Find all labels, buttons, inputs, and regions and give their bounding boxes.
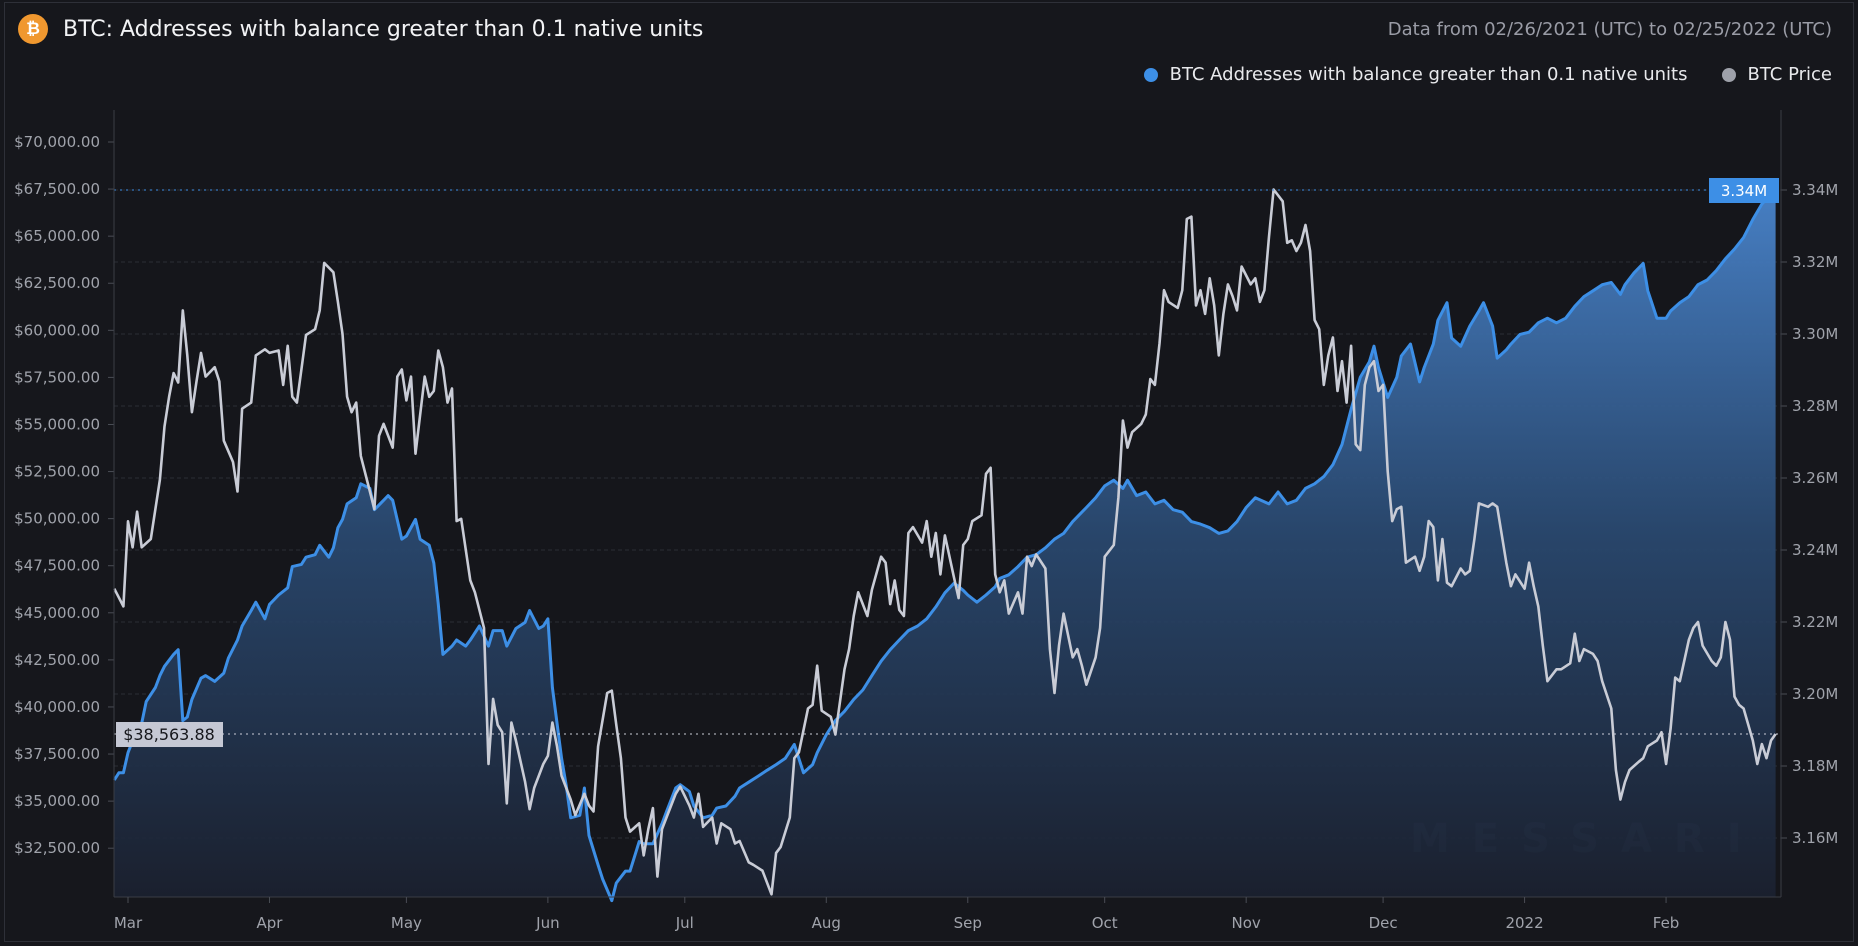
chart-header: ₿ BTC: Addresses with balance greater th… [18, 14, 703, 44]
addresses-line [113, 188, 1777, 903]
y-right-tick-label: 3.20M [1792, 685, 1838, 703]
x-tick-label: Oct [1092, 914, 1118, 932]
y-left-tick-label: $57,500.00 [14, 368, 100, 386]
x-tick-label: Sep [954, 914, 982, 932]
legend: BTC Addresses with balance greater than … [1110, 64, 1832, 85]
x-tick-label: Jun [535, 914, 559, 932]
price-last-value-box [116, 722, 223, 748]
y-right-tick-label: 3.26M [1792, 469, 1838, 487]
y-right-tick-label: 3.18M [1792, 757, 1838, 775]
chart-frame [4, 2, 1854, 942]
y-left-tick-label: $67,500.00 [14, 180, 100, 198]
legend-dot-icon [1721, 67, 1736, 82]
y-right-tick-label: 3.16M [1792, 829, 1838, 847]
addresses-area [114, 190, 1776, 901]
y-left-tick-label: $42,500.00 [14, 651, 100, 669]
y-left-tick-label: $70,000.00 [14, 133, 100, 151]
date-range: Data from 02/26/2021 (UTC) to 02/25/2022… [1387, 19, 1832, 40]
x-tick-label: May [391, 914, 422, 932]
y-left-tick-label: $55,000.00 [14, 415, 100, 433]
y-left-tick-label: $50,000.00 [14, 510, 100, 528]
legend-item-price[interactable]: BTC Price [1721, 64, 1833, 85]
x-tick-label: Nov [1232, 914, 1261, 932]
legend-label: BTC Price [1747, 64, 1833, 85]
legend-label: BTC Addresses with balance greater than … [1169, 64, 1688, 85]
y-left-tick-label: $60,000.00 [14, 321, 100, 339]
legend-dot-icon [1143, 67, 1158, 82]
x-tick-label: 2022 [1505, 914, 1543, 932]
y-left-tick-label: $40,000.00 [14, 698, 100, 716]
addresses-last-value-box [1709, 178, 1779, 203]
y-right-tick-label: 3.34M [1792, 181, 1838, 199]
chart-title: BTC: Addresses with balance greater than… [63, 16, 704, 42]
y-right-tick-label: 3.30M [1792, 325, 1838, 343]
legend-item-addresses[interactable]: BTC Addresses with balance greater than … [1143, 64, 1688, 85]
y-left-tick-label: $52,500.00 [14, 463, 100, 481]
x-tick-label: Aug [812, 914, 841, 932]
x-tick-label: Apr [256, 914, 283, 932]
y-left-tick-label: $62,500.00 [14, 274, 100, 292]
y-left-tick-label: $65,000.00 [14, 227, 100, 245]
bitcoin-icon: ₿ [18, 14, 48, 44]
y-right-tick-label: 3.28M [1792, 397, 1838, 415]
addresses-last-value-label: 3.34M [1721, 182, 1767, 200]
y-left-tick-label: $37,500.00 [14, 745, 100, 763]
y-left-tick-label: $45,000.00 [14, 604, 100, 622]
x-tick-label: Dec [1369, 914, 1398, 932]
y-left-tick-label: $35,000.00 [14, 792, 100, 810]
y-left-tick-label: $32,500.00 [14, 839, 100, 857]
y-right-tick-label: 3.24M [1792, 541, 1838, 559]
y-right-tick-label: 3.32M [1792, 253, 1838, 271]
price-last-value-label: $38,563.88 [123, 725, 215, 744]
y-right-tick-label: 3.22M [1792, 613, 1838, 631]
x-tick-label: Mar [114, 914, 143, 932]
x-tick-label: Jul [675, 914, 694, 932]
x-tick-label: Feb [1653, 914, 1680, 932]
price-line [113, 188, 1777, 896]
y-left-tick-label: $47,500.00 [14, 557, 100, 575]
